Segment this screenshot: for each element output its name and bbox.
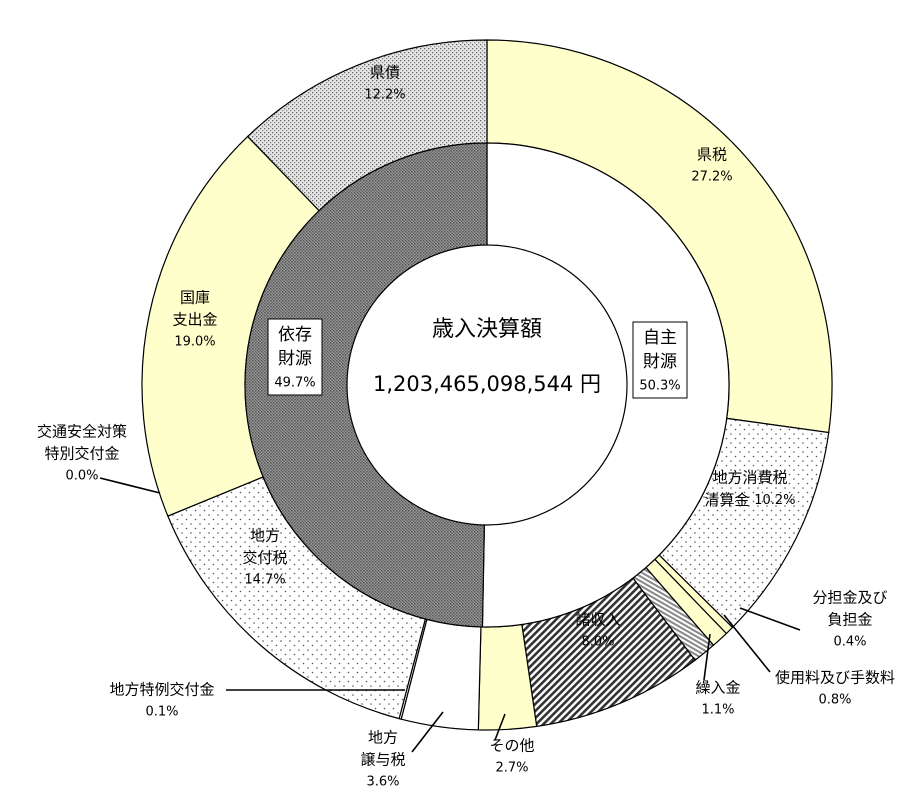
slice-name: 使用料及び手数料	[775, 669, 895, 687]
slice-name: 譲与税	[360, 751, 405, 769]
slice-name: 地方	[250, 527, 280, 545]
slice-name: 県債	[370, 64, 400, 82]
donut-segment	[481, 142, 730, 628]
inner-name: 依存	[278, 325, 312, 345]
slice-name: 繰入金	[695, 679, 740, 697]
slice-name: 諸収入	[575, 611, 620, 629]
inner-name: 財源	[643, 352, 677, 372]
slice-name: 県税	[697, 146, 727, 164]
inner-label-box	[632, 321, 688, 399]
slice-value: 1.1%	[701, 703, 734, 718]
donut-segment	[244, 142, 488, 628]
slice-value: 10.2%	[754, 493, 795, 508]
slice-value: 12.2%	[364, 88, 405, 103]
inner-name: 自主	[643, 328, 677, 348]
inner-label-box	[267, 318, 323, 396]
slice-value: 27.2%	[691, 170, 732, 185]
slice-name: 特別交付金	[44, 445, 119, 463]
slice-name: 分担金及び	[812, 589, 887, 607]
inner-value: 50.3%	[639, 379, 680, 394]
slice-label: 清算金 10.2%	[704, 491, 795, 509]
slice-value: 0.4%	[833, 635, 866, 650]
slice-value: 3.6%	[366, 775, 399, 790]
slice-value: 8.0%	[581, 635, 614, 650]
inner-name: 財源	[278, 349, 312, 369]
center-title: 歳入決算額	[432, 317, 542, 342]
leader-line	[703, 633, 711, 681]
slice-value: 0.8%	[818, 693, 851, 708]
slice-name: その他	[489, 737, 534, 755]
slice-name: 支出金	[172, 311, 217, 329]
center-total: 1,203,465,098,544 円	[373, 372, 601, 396]
slice-value: 19.0%	[174, 335, 215, 350]
slice-name: 清算金	[704, 491, 749, 509]
leader-line	[739, 607, 801, 631]
inner-value: 49.7%	[274, 376, 315, 391]
slice-name: 負担金	[827, 611, 872, 629]
slice-name: 地方特例交付金	[109, 681, 214, 699]
leader-line	[494, 713, 506, 741]
slice-name: 交通安全対策	[37, 423, 127, 441]
slice-name: 国庫	[180, 289, 210, 307]
leader-line	[411, 711, 444, 753]
slice-name: 交付税	[242, 549, 287, 567]
slice-value: 2.7%	[495, 761, 528, 776]
slice-value: 14.7%	[244, 573, 285, 588]
slice-name: 地方	[368, 729, 398, 747]
slice-value: 0.0%	[65, 469, 98, 484]
leader-line	[723, 614, 771, 673]
slice-name: 地方消費税	[712, 469, 787, 487]
leader-line	[99, 477, 161, 494]
slice-value: 0.1%	[145, 705, 178, 720]
